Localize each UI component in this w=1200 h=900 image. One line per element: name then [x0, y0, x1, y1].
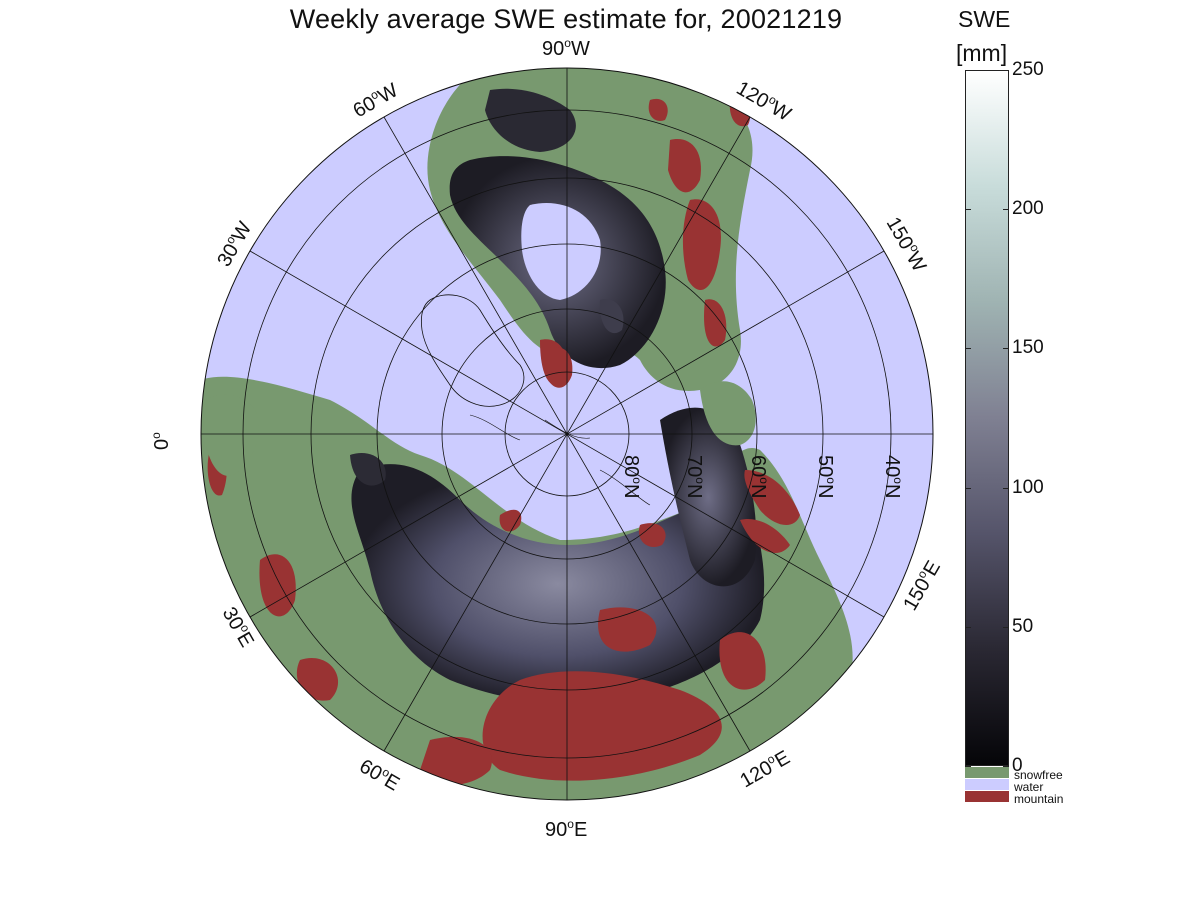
legend-label-water: water: [1014, 780, 1044, 794]
lon-label-60e: 60oE: [356, 754, 405, 796]
polar-swe-map: 90oW 120oW 150oW 180oW 150oE 120oE 90oE …: [149, 36, 945, 841]
map-title: Weekly average SWE estimate for, 2002121…: [289, 4, 843, 34]
svalbard-mountain: [545, 347, 573, 388]
swe-colorbar: [965, 70, 1009, 766]
colorbar-tick-label: 150: [1012, 337, 1044, 359]
lon-label-90e: 90oE: [545, 817, 587, 841]
legend-swatch-mountain: [965, 791, 1009, 802]
lat-label-50n: 50oN: [814, 455, 838, 498]
alaska-mountain: [744, 470, 800, 526]
greenland-outline: [421, 294, 525, 407]
colorbar-tick-mark: [965, 348, 971, 350]
eurasia-mountain-patches: [207, 449, 790, 785]
colorbar-tick-mark: [965, 70, 971, 71]
lat-label-70n: 70oN: [683, 455, 707, 498]
scandinavia-snow: [350, 452, 386, 486]
arctic-island-snow: [599, 299, 624, 334]
colorbar-tick-mark: [965, 626, 971, 628]
scandinavia: [205, 394, 260, 476]
lon-label-90w: 90oW: [542, 36, 590, 60]
legend-label-mountain: mountain: [1014, 792, 1064, 806]
latitude-labels: 80oN 70oN 60oN 50oN 40oN: [620, 455, 905, 498]
legend-label-snowfree: snowfree: [1014, 768, 1063, 782]
east-siberia-snow: [660, 407, 757, 587]
colorbar-tick-mark: [1003, 348, 1009, 350]
colorbar-tick-label: 250: [1012, 59, 1044, 80]
colorbar-title-line2: [mm]: [956, 40, 1008, 66]
colorbar-tick-mark: [1003, 487, 1009, 489]
legend-swatch-snowfree: [965, 767, 1009, 778]
colorbar-tick-mark: [1003, 70, 1009, 71]
meridian-150w-30e: [249, 250, 885, 618]
colorbar-tick-mark: [965, 209, 971, 211]
colorbar-tick-label: 100: [1012, 476, 1044, 498]
eurasia-snow: [351, 464, 765, 704]
alaska-snowfree: [700, 381, 756, 446]
colorbar-tick-label: 50: [1012, 615, 1034, 637]
lon-label-0: 0o: [149, 432, 173, 450]
hudson-bay: [521, 203, 601, 300]
colorbar-tick-mark: [965, 766, 971, 767]
colorbar-tick-mark: [965, 487, 971, 489]
canada-north-snow: [485, 88, 576, 152]
lat-label-80n: 80oN: [620, 455, 644, 498]
lat-label-60n: 60oN: [747, 455, 771, 498]
novaya-zemlya: [499, 509, 522, 532]
colorbar-tick-mark: [1003, 766, 1009, 767]
legend-swatch-water: [965, 779, 1009, 790]
colorbar-title-line1: SWE: [958, 6, 1011, 32]
graticule: [201, 68, 933, 800]
colorbar-tick-mark: [1003, 626, 1009, 628]
colorbar-tick-mark: [1003, 209, 1009, 211]
map-border: [200, 67, 934, 801]
colorbar-tick-label: 200: [1012, 198, 1044, 220]
lat-label-40n: 40oN: [881, 455, 905, 498]
colorbar-tick-label: 0: [1012, 755, 1023, 776]
